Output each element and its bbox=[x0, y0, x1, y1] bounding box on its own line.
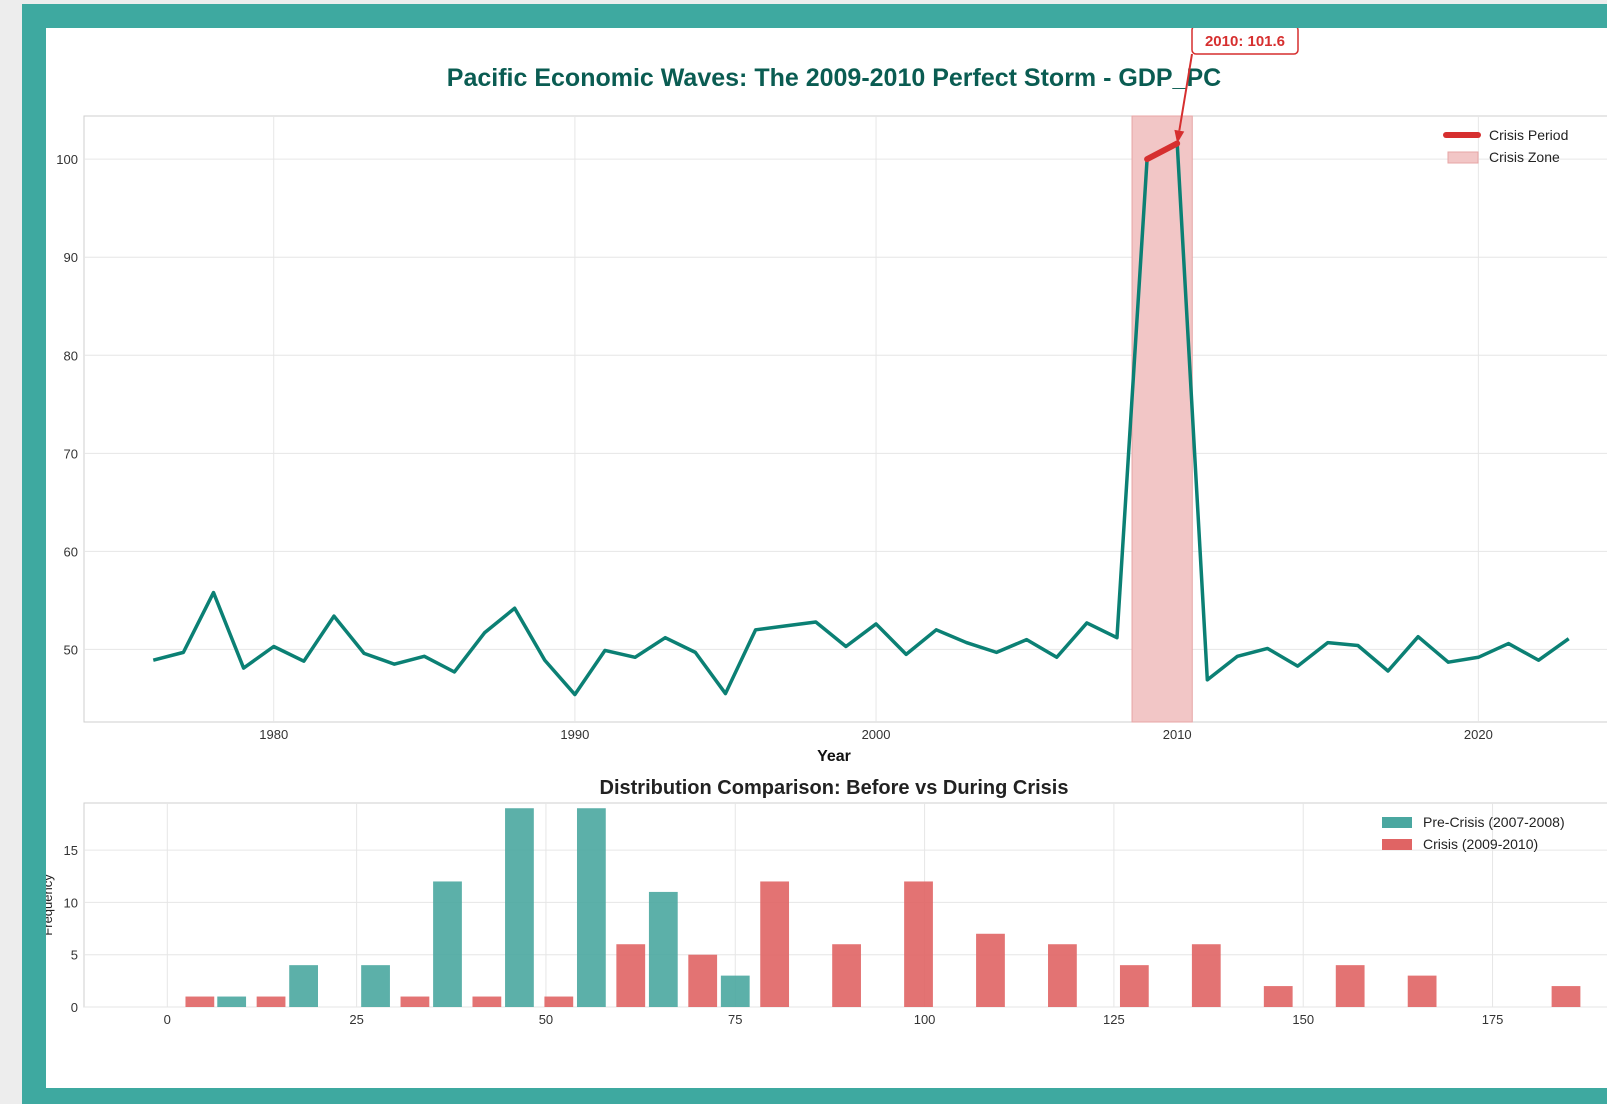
crisis-bar bbox=[976, 933, 1005, 1007]
pre-crisis-bar bbox=[648, 891, 678, 1007]
annotation-box bbox=[1191, 28, 1299, 55]
crisis-period-line bbox=[1144, 140, 1181, 163]
legend-pre-crisis-label: Pre-Crisis (2007-2008) bbox=[1423, 814, 1565, 830]
crisis-bar bbox=[1335, 965, 1365, 1007]
legend-crisis-swatch bbox=[1382, 839, 1412, 850]
line-x-ticks: 1980 1990 2000 2010 2020 bbox=[259, 727, 1493, 742]
histogram-x-tick-label: 125 bbox=[1103, 1012, 1125, 1027]
pre-crisis-bar bbox=[505, 808, 534, 1007]
histogram-x-ticks: 0 25 50 75 100 125 150 175 bbox=[164, 1012, 1504, 1027]
crisis-bar bbox=[832, 944, 861, 1007]
chart-panel: Pacific Economic Waves: The 2009-2010 Pe… bbox=[46, 28, 1607, 1088]
chart-svg: Pacific Economic Waves: The 2009-2010 Pe… bbox=[46, 28, 1607, 1027]
histogram-grid bbox=[84, 803, 1607, 1008]
legend-crisis-zone-swatch bbox=[1447, 151, 1479, 164]
histogram-y-tick-label: 15 bbox=[64, 843, 78, 858]
crisis-bar bbox=[1048, 944, 1077, 1007]
histogram-y-tick-label: 5 bbox=[71, 948, 78, 963]
line-chart-grid bbox=[84, 116, 1607, 722]
histogram-x-tick-label: 25 bbox=[349, 1012, 363, 1027]
line-chart-title: Pacific Economic Waves: The 2009-2010 Pe… bbox=[447, 64, 1221, 92]
histogram-y-tick-label: 10 bbox=[64, 895, 78, 910]
legend-crisis-period-label: Crisis Period bbox=[1489, 127, 1568, 143]
line-legend: Crisis Period Crisis Zone bbox=[1443, 127, 1568, 165]
annotation-arrow bbox=[1178, 53, 1193, 131]
legend-crisis-zone-label: Crisis Zone bbox=[1489, 149, 1560, 165]
crisis-bar bbox=[760, 881, 790, 1007]
line-x-tick-label: 1990 bbox=[560, 727, 589, 742]
peak-annotation: 2010: 101.6 bbox=[1174, 28, 1299, 144]
line-plot-area bbox=[83, 115, 1607, 723]
line-x-tick-label: 1980 bbox=[259, 727, 288, 742]
crisis-bar bbox=[185, 996, 215, 1007]
annotation-arrowhead bbox=[1174, 129, 1185, 144]
histogram-x-tick-label: 75 bbox=[728, 1012, 742, 1027]
crisis-bar bbox=[688, 954, 718, 1007]
crisis-bar bbox=[1119, 965, 1149, 1007]
legend-pre-crisis-swatch bbox=[1382, 817, 1412, 828]
histogram-bars bbox=[185, 808, 1581, 1007]
line-y-tick-label: 50 bbox=[64, 642, 78, 657]
line-y-tick-label: 80 bbox=[64, 348, 78, 363]
histogram-x-tick-label: 100 bbox=[914, 1012, 936, 1027]
pre-crisis-bar bbox=[289, 965, 318, 1007]
pre-crisis-bar bbox=[576, 808, 606, 1007]
pre-crisis-bar bbox=[433, 881, 462, 1007]
crisis-bar bbox=[1407, 975, 1437, 1007]
crisis-bar bbox=[904, 881, 933, 1007]
line-x-tick-label: 2020 bbox=[1464, 727, 1493, 742]
line-y-ticks: 50 60 70 80 90 100 bbox=[56, 152, 78, 657]
histogram-x-tick-label: 50 bbox=[539, 1012, 553, 1027]
gdp-line bbox=[152, 141, 1570, 697]
line-y-tick-label: 100 bbox=[56, 152, 78, 167]
pre-crisis-bar bbox=[217, 996, 247, 1007]
histogram-title: Distribution Comparison: Before vs Durin… bbox=[600, 777, 1069, 799]
histogram-legend: Pre-Crisis (2007-2008) Crisis (2009-2010… bbox=[1382, 814, 1565, 852]
line-y-tick-label: 90 bbox=[64, 250, 78, 265]
histogram-y-ticks: 0 5 10 15 bbox=[64, 843, 78, 1015]
crisis-bar bbox=[1263, 986, 1293, 1007]
crisis-zone bbox=[1131, 115, 1193, 723]
line-x-tick-label: 2010 bbox=[1163, 727, 1192, 742]
pre-crisis-bar bbox=[720, 975, 750, 1007]
histogram-x-tick-label: 150 bbox=[1292, 1012, 1314, 1027]
crisis-bar bbox=[472, 996, 502, 1007]
line-y-tick-label: 70 bbox=[64, 446, 78, 461]
line-x-tick-label: 2000 bbox=[862, 727, 891, 742]
crisis-bar bbox=[544, 996, 574, 1007]
crisis-bar bbox=[1191, 944, 1221, 1007]
annotation-text: 2010: 101.6 bbox=[1205, 33, 1285, 50]
line-series-group bbox=[152, 140, 1570, 697]
histogram-y-axis-label: Frequency bbox=[46, 874, 55, 936]
histogram-x-tick-label: 175 bbox=[1482, 1012, 1504, 1027]
crisis-bar bbox=[616, 944, 646, 1007]
histogram-x-tick-label: 0 bbox=[164, 1012, 171, 1027]
crisis-bar bbox=[400, 996, 430, 1007]
line-y-tick-label: 60 bbox=[64, 544, 78, 559]
histogram-chart: Distribution Comparison: Before vs Durin… bbox=[46, 777, 1607, 1027]
line-x-axis-label: Year bbox=[817, 748, 851, 765]
pre-crisis-bar bbox=[361, 965, 390, 1007]
crisis-bar bbox=[1551, 986, 1581, 1007]
legend-crisis-label: Crisis (2009-2010) bbox=[1423, 836, 1538, 852]
crisis-bar bbox=[256, 996, 286, 1007]
crisis-zone-group bbox=[1131, 115, 1193, 723]
line-chart: Pacific Economic Waves: The 2009-2010 Pe… bbox=[56, 28, 1607, 765]
histogram-y-tick-label: 0 bbox=[71, 1000, 78, 1015]
